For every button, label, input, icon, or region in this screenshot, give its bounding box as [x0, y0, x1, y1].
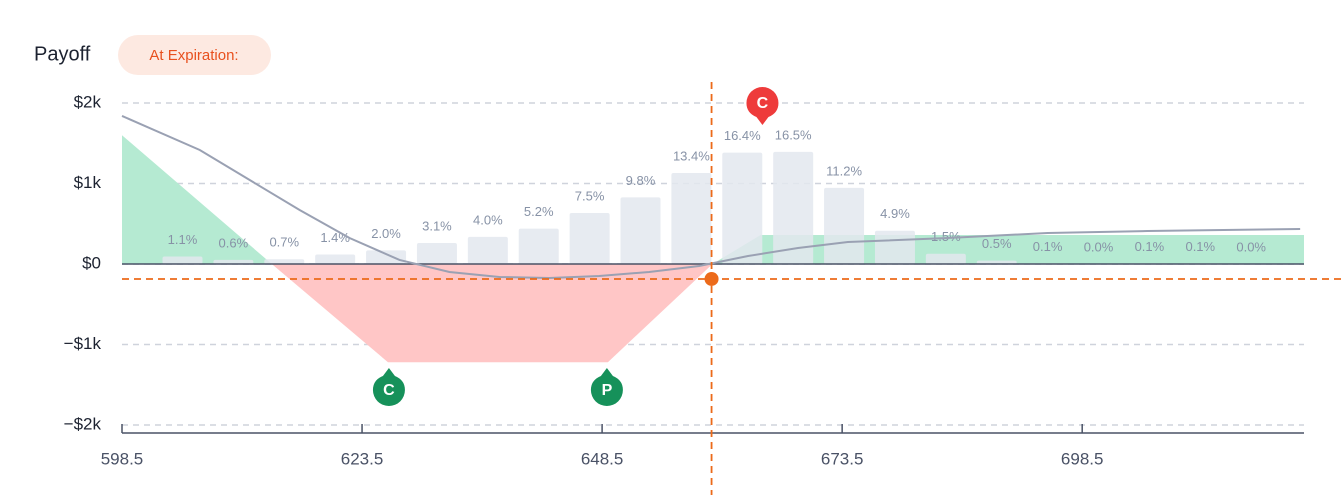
probability-bar — [569, 213, 610, 264]
probability-bar — [467, 236, 508, 264]
bar-label: 0.1% — [1185, 239, 1215, 254]
bar-label: 4.9% — [880, 206, 910, 221]
x-tick-label: 698.5 — [1061, 449, 1104, 468]
probability-bar — [264, 259, 305, 264]
bar-label: 5.2% — [524, 204, 554, 219]
bar-label: 1.1% — [168, 232, 198, 247]
bar-label: 9.8% — [626, 173, 656, 188]
bar-label: 1.5% — [931, 229, 961, 244]
profit-area — [122, 135, 1304, 264]
probability-bar — [722, 152, 763, 264]
bar-label: 2.0% — [371, 226, 401, 241]
strike-label: P — [602, 382, 613, 399]
bar-label: 0.0% — [1084, 239, 1114, 254]
probability-bar — [315, 254, 356, 264]
bar-label: 0.7% — [269, 235, 299, 250]
y-tick-label: −$2k — [64, 414, 102, 433]
probability-bar — [366, 250, 407, 264]
probability-bar — [518, 228, 559, 264]
bar-label: 13.4% — [673, 148, 710, 163]
strike-label: C — [383, 382, 395, 399]
y-tick-label: −$1k — [64, 334, 102, 353]
probability-bar — [416, 242, 457, 264]
y-tick-label: $1k — [74, 173, 102, 192]
bar-label: 11.2% — [826, 163, 862, 178]
bar-label: 0.0% — [1236, 239, 1266, 254]
probability-bar — [620, 197, 661, 264]
strike-marker — [372, 368, 405, 406]
x-tick-label: 623.5 — [341, 449, 384, 468]
bar-label: 1.4% — [320, 230, 350, 245]
y-tick-label: $2k — [74, 92, 102, 111]
bar-label: 7.5% — [575, 188, 605, 203]
bar-label: 4.0% — [473, 212, 503, 227]
bar-label: 0.1% — [1135, 239, 1165, 254]
bar-label: 16.4% — [724, 128, 761, 143]
probability-bar — [874, 230, 915, 264]
x-tick-label: 648.5 — [581, 449, 624, 468]
badge-bg — [118, 35, 271, 75]
y-tick-label: $0 — [82, 253, 101, 272]
current-point — [704, 271, 719, 286]
x-tick-label: 673.5 — [821, 449, 864, 468]
bar-label: 16.5% — [775, 127, 812, 142]
badge: At Expiration: — [149, 47, 238, 64]
current-curve — [121, 115, 1301, 280]
bar-label: 0.1% — [1033, 239, 1063, 254]
probability-bar — [162, 256, 203, 264]
strike-marker — [746, 87, 779, 125]
chart-title: Payoff — [34, 43, 91, 65]
strike-marker — [590, 368, 623, 406]
loss-area — [122, 264, 1304, 363]
probability-bar — [976, 260, 1017, 264]
probability-bar — [925, 253, 966, 264]
bar-label: 3.1% — [422, 218, 452, 233]
probability-bar — [824, 187, 865, 264]
probability-bar — [213, 259, 254, 264]
probability-bar — [671, 172, 712, 264]
bar-label: 0.6% — [219, 235, 249, 250]
bar-label: 0.5% — [982, 236, 1012, 251]
x-tick-label: 598.5 — [101, 449, 144, 468]
probability-bar — [773, 151, 814, 264]
strike-label: C — [757, 95, 769, 112]
